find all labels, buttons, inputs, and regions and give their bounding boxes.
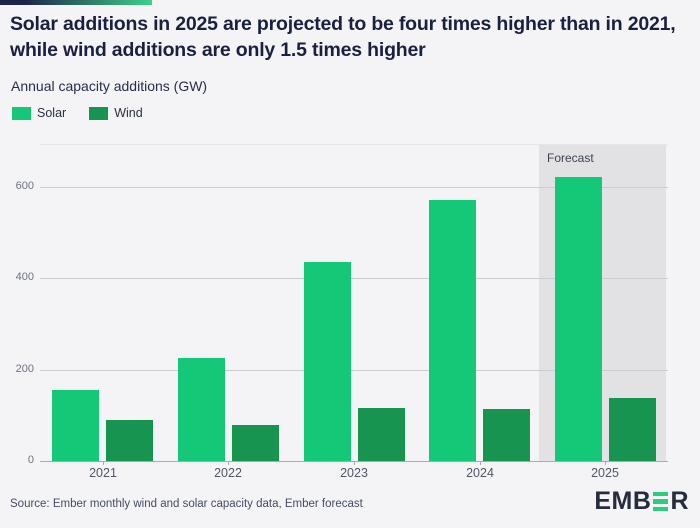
- y-axis-label-200: 200: [15, 363, 34, 375]
- bar-wind-2021: [106, 420, 153, 461]
- y-axis-label-600: 600: [15, 180, 34, 192]
- solar-swatch-icon: [12, 106, 31, 120]
- legend: Solar Wind: [12, 106, 143, 120]
- bar-solar-2023: [304, 262, 351, 461]
- plot-top-border: [40, 144, 668, 145]
- x-tick-2025: [605, 461, 606, 465]
- bar-wind-2023: [358, 408, 405, 461]
- x-axis-label-2023: 2023: [340, 466, 368, 480]
- bar-solar-2021: [52, 390, 99, 461]
- brand-gradient-bar: [0, 0, 152, 5]
- gridline-200: [40, 370, 668, 371]
- chart-subtitle: Annual capacity additions (GW): [11, 78, 208, 94]
- bar-solar-2024: [429, 200, 476, 461]
- x-tick-2022: [228, 461, 229, 465]
- legend-item-solar: Solar: [12, 106, 66, 120]
- ember-logo-text-left: EMB: [594, 487, 652, 515]
- bar-solar-2022: [178, 358, 225, 461]
- bar-wind-2024: [483, 409, 530, 461]
- source-note: Source: Ember monthly wind and solar cap…: [10, 498, 363, 510]
- bar-solar-2025: [555, 177, 602, 461]
- x-axis-label-2022: 2022: [214, 466, 242, 480]
- x-tick-2021: [103, 461, 104, 465]
- y-axis-label-0: 0: [27, 454, 34, 466]
- gridline-600: [40, 187, 668, 188]
- ember-logo: EMB R: [594, 489, 689, 514]
- forecast-label: Forecast: [547, 151, 594, 165]
- x-axis-label-2024: 2024: [466, 466, 494, 480]
- y-axis-label-400: 400: [15, 271, 34, 283]
- legend-item-wind: Wind: [89, 106, 143, 120]
- x-tick-2023: [354, 461, 355, 465]
- x-tick-2024: [480, 461, 481, 465]
- legend-label-wind: Wind: [114, 106, 143, 120]
- wind-swatch-icon: [89, 106, 109, 120]
- legend-label-solar: Solar: [37, 106, 67, 120]
- x-axis-label-2025: 2025: [591, 466, 619, 480]
- ember-logo-e-icon: [653, 492, 669, 511]
- x-axis-label-2021: 2021: [89, 466, 117, 480]
- gridline-400: [40, 278, 668, 279]
- bar-wind-2022: [232, 425, 279, 461]
- bar-wind-2025: [609, 398, 656, 461]
- chart-title: Solar additions in 2025 are projected to…: [10, 13, 676, 61]
- ember-logo-text-right: R: [670, 487, 689, 515]
